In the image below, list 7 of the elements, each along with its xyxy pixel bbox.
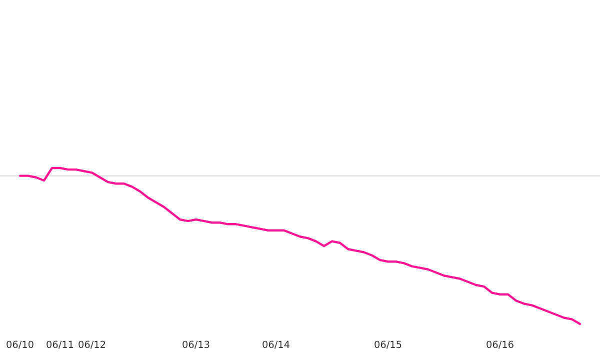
x-tick-label: 06/10: [6, 340, 34, 349]
x-tick-label: 06/14: [262, 340, 290, 349]
x-tick-label: 06/16: [486, 340, 514, 349]
x-tick-label: 06/11: [46, 340, 74, 349]
x-tick-label: 06/12: [78, 340, 106, 349]
x-tick-label: 06/15: [374, 340, 402, 349]
x-tick-label: 06/13: [182, 340, 210, 349]
